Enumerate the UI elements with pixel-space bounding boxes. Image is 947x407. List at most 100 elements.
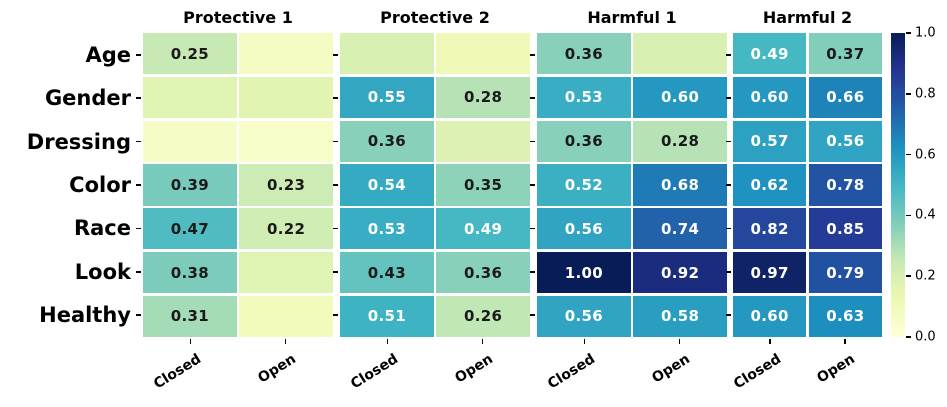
y-axis-tick [726, 140, 731, 143]
heatmap-cell: 0.66 [808, 76, 882, 119]
y-axis-tick [530, 271, 535, 273]
x-tick-label-open: Open [452, 351, 496, 387]
y-axis-tick [726, 314, 731, 317]
row-label-look: Look [74, 259, 131, 284]
x-tick-label-closed: Closed [730, 351, 784, 393]
heatmap-cell: 0.85 [808, 208, 882, 250]
y-axis-tick [333, 227, 338, 230]
heatmap-cell: 0.25 [143, 33, 237, 75]
heatmap-cell: 0.28 [633, 120, 727, 162]
y-axis-tick [136, 97, 141, 99]
panel-title-2: Protective 2 [380, 7, 490, 27]
x-tick-label-open: Open [255, 351, 299, 387]
x-axis-tick [189, 339, 192, 344]
heatmap-cell [633, 33, 727, 75]
colorbar-tick-label: 0.8 [915, 86, 936, 102]
y-axis-tick [726, 53, 731, 56]
colorbar-tick-label: 0.6 [915, 147, 936, 163]
y-axis-tick [136, 184, 141, 186]
heatmap-cell: 0.23 [239, 164, 333, 206]
heatmap-cell: 0.53 [537, 76, 631, 119]
heatmap-cell: 0.26 [436, 295, 530, 337]
y-axis-tick [726, 184, 731, 186]
heatmap-cell: 0.39 [143, 164, 237, 206]
x-axis-tick [583, 339, 586, 344]
y-axis-tick [333, 314, 338, 317]
heatmap-cell: 0.54 [340, 164, 434, 206]
y-axis-tick [333, 184, 338, 186]
x-tick-label-closed: Closed [347, 351, 401, 393]
row-label-color: Color [69, 172, 131, 197]
heatmap-cell [239, 120, 333, 162]
heatmap-cell: 0.36 [340, 120, 434, 162]
colorbar-gradient [891, 33, 905, 337]
heatmap-cell: 0.36 [436, 251, 530, 294]
y-axis-tick [726, 97, 731, 99]
heatmap-cell: 0.55 [340, 76, 434, 119]
heatmap-cell: 0.60 [633, 76, 727, 119]
y-axis-tick [726, 227, 731, 230]
heatmap-cell: 0.56 [537, 295, 631, 337]
heatmap-cell [436, 33, 530, 75]
heatmap-cell: 1.00 [537, 251, 631, 294]
y-axis-tick [333, 53, 338, 56]
heatmap-cell: 0.35 [436, 164, 530, 206]
row-label-race: Race [73, 216, 131, 241]
y-axis-tick [333, 140, 338, 143]
x-axis-tick [843, 339, 846, 344]
panel-grid-1: 0.25 0.39 0.23 0.47 0.22 0.38 0.31 [143, 33, 333, 337]
x-axis-tick [481, 339, 484, 344]
y-axis-tick [530, 314, 535, 317]
colorbar-tick-label: 1.0 [915, 25, 936, 41]
colorbar-tick [906, 153, 911, 156]
colorbar-tick [906, 275, 911, 277]
heatmap-cell: 0.36 [537, 120, 631, 162]
heatmap-cell: 0.37 [808, 33, 882, 75]
x-axis-tick [678, 339, 681, 344]
heatmap-cell [239, 76, 333, 119]
y-axis-tick [333, 271, 338, 273]
heatmap-cell [340, 33, 434, 75]
x-tick-label-closed: Closed [150, 351, 204, 393]
heatmap-cell: 0.52 [537, 164, 631, 206]
y-axis-tick [530, 97, 535, 99]
colorbar-tick [906, 93, 911, 95]
y-axis-tick [333, 97, 338, 99]
row-label-healthy: Healthy [39, 303, 131, 328]
heatmap-cell [239, 33, 333, 75]
colorbar-tick-label: 0.0 [915, 329, 936, 345]
y-axis-tick [726, 271, 731, 273]
panel-grid-2: 0.55 0.28 0.36 0.54 0.35 0.53 0.49 0.43 0.36 0.51… [340, 33, 530, 337]
heatmap-cell: 0.78 [808, 164, 882, 206]
panel-grid-3: 0.36 0.53 0.60 0.36 0.28 0.52 0.68 0.56 0.74 1.00… [537, 33, 727, 337]
heatmap-cell [143, 120, 237, 162]
row-label-gender: Gender [44, 86, 131, 111]
panel-title-4: Harmful 2 [762, 7, 853, 27]
heatmap-cell: 0.68 [633, 164, 727, 206]
y-axis-tick [530, 227, 535, 230]
colorbar-tick [906, 32, 911, 34]
panel-grid-4: 0.49 0.37 0.60 0.66 0.57 0.56 0.62 0.78 0.82 0.85… [733, 33, 882, 337]
heatmap-cell: 0.22 [239, 208, 333, 250]
heatmap-cell [239, 251, 333, 294]
heatmap-cell: 0.97 [733, 251, 807, 294]
heatmap-cell: 0.51 [340, 295, 434, 337]
x-axis-tick [284, 339, 287, 344]
heatmap-cell [239, 295, 333, 337]
heatmap-cell: 0.38 [143, 251, 237, 294]
heatmap-cell [143, 76, 237, 119]
heatmap-cell: 0.62 [733, 164, 807, 206]
x-axis-tick [769, 339, 772, 344]
heatmap-cell: 0.60 [733, 295, 807, 337]
heatmap-cell: 0.56 [537, 208, 631, 250]
row-label-age: Age [85, 42, 131, 67]
y-axis-tick [136, 53, 141, 56]
heatmap-cell: 0.49 [436, 208, 530, 250]
colorbar-tick-label: 0.2 [915, 268, 936, 284]
x-axis-tick [386, 339, 389, 344]
heatmap-cell: 0.49 [733, 33, 807, 75]
heatmap-cell: 0.82 [733, 208, 807, 250]
heatmap-cell: 0.28 [436, 76, 530, 119]
heatmap-cell: 0.92 [633, 251, 727, 294]
